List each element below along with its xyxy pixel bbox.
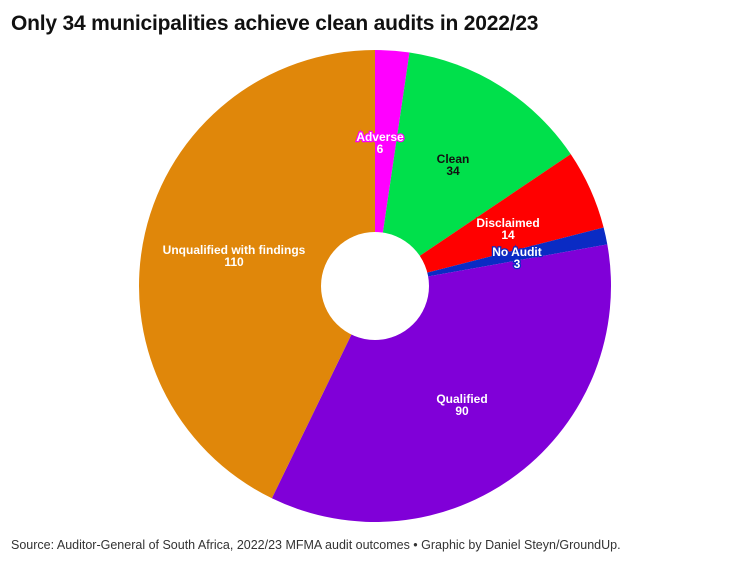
svg-text:Adverse: Adverse bbox=[356, 130, 404, 144]
svg-text:Clean: Clean bbox=[437, 152, 470, 166]
svg-text:6: 6 bbox=[377, 142, 384, 156]
pie-slice-clean bbox=[375, 52, 571, 286]
svg-text:34: 34 bbox=[446, 164, 460, 178]
pie-slice-disclaimed bbox=[375, 154, 604, 286]
svg-text:Qualified: Qualified bbox=[436, 392, 487, 406]
donut-hole bbox=[321, 232, 429, 340]
svg-text:Disclaimed: Disclaimed bbox=[476, 216, 539, 230]
chart-title: Only 34 municipalities achieve clean aud… bbox=[11, 12, 539, 35]
svg-text:110: 110 bbox=[224, 255, 244, 269]
svg-text:Unqualified with findings: Unqualified with findings bbox=[163, 243, 306, 257]
pie-slice-no-audit bbox=[375, 227, 608, 286]
source-footer: Source: Auditor-General of South Africa,… bbox=[11, 538, 621, 552]
pie-slice-adverse bbox=[375, 50, 410, 286]
pie-slice-qualified bbox=[271, 244, 611, 523]
svg-text:3: 3 bbox=[514, 257, 521, 271]
svg-text:14: 14 bbox=[501, 228, 515, 242]
svg-text:No Audit: No Audit bbox=[492, 245, 542, 259]
pie-slice-unqualified-with-findings bbox=[139, 50, 375, 499]
svg-text:90: 90 bbox=[455, 404, 469, 418]
